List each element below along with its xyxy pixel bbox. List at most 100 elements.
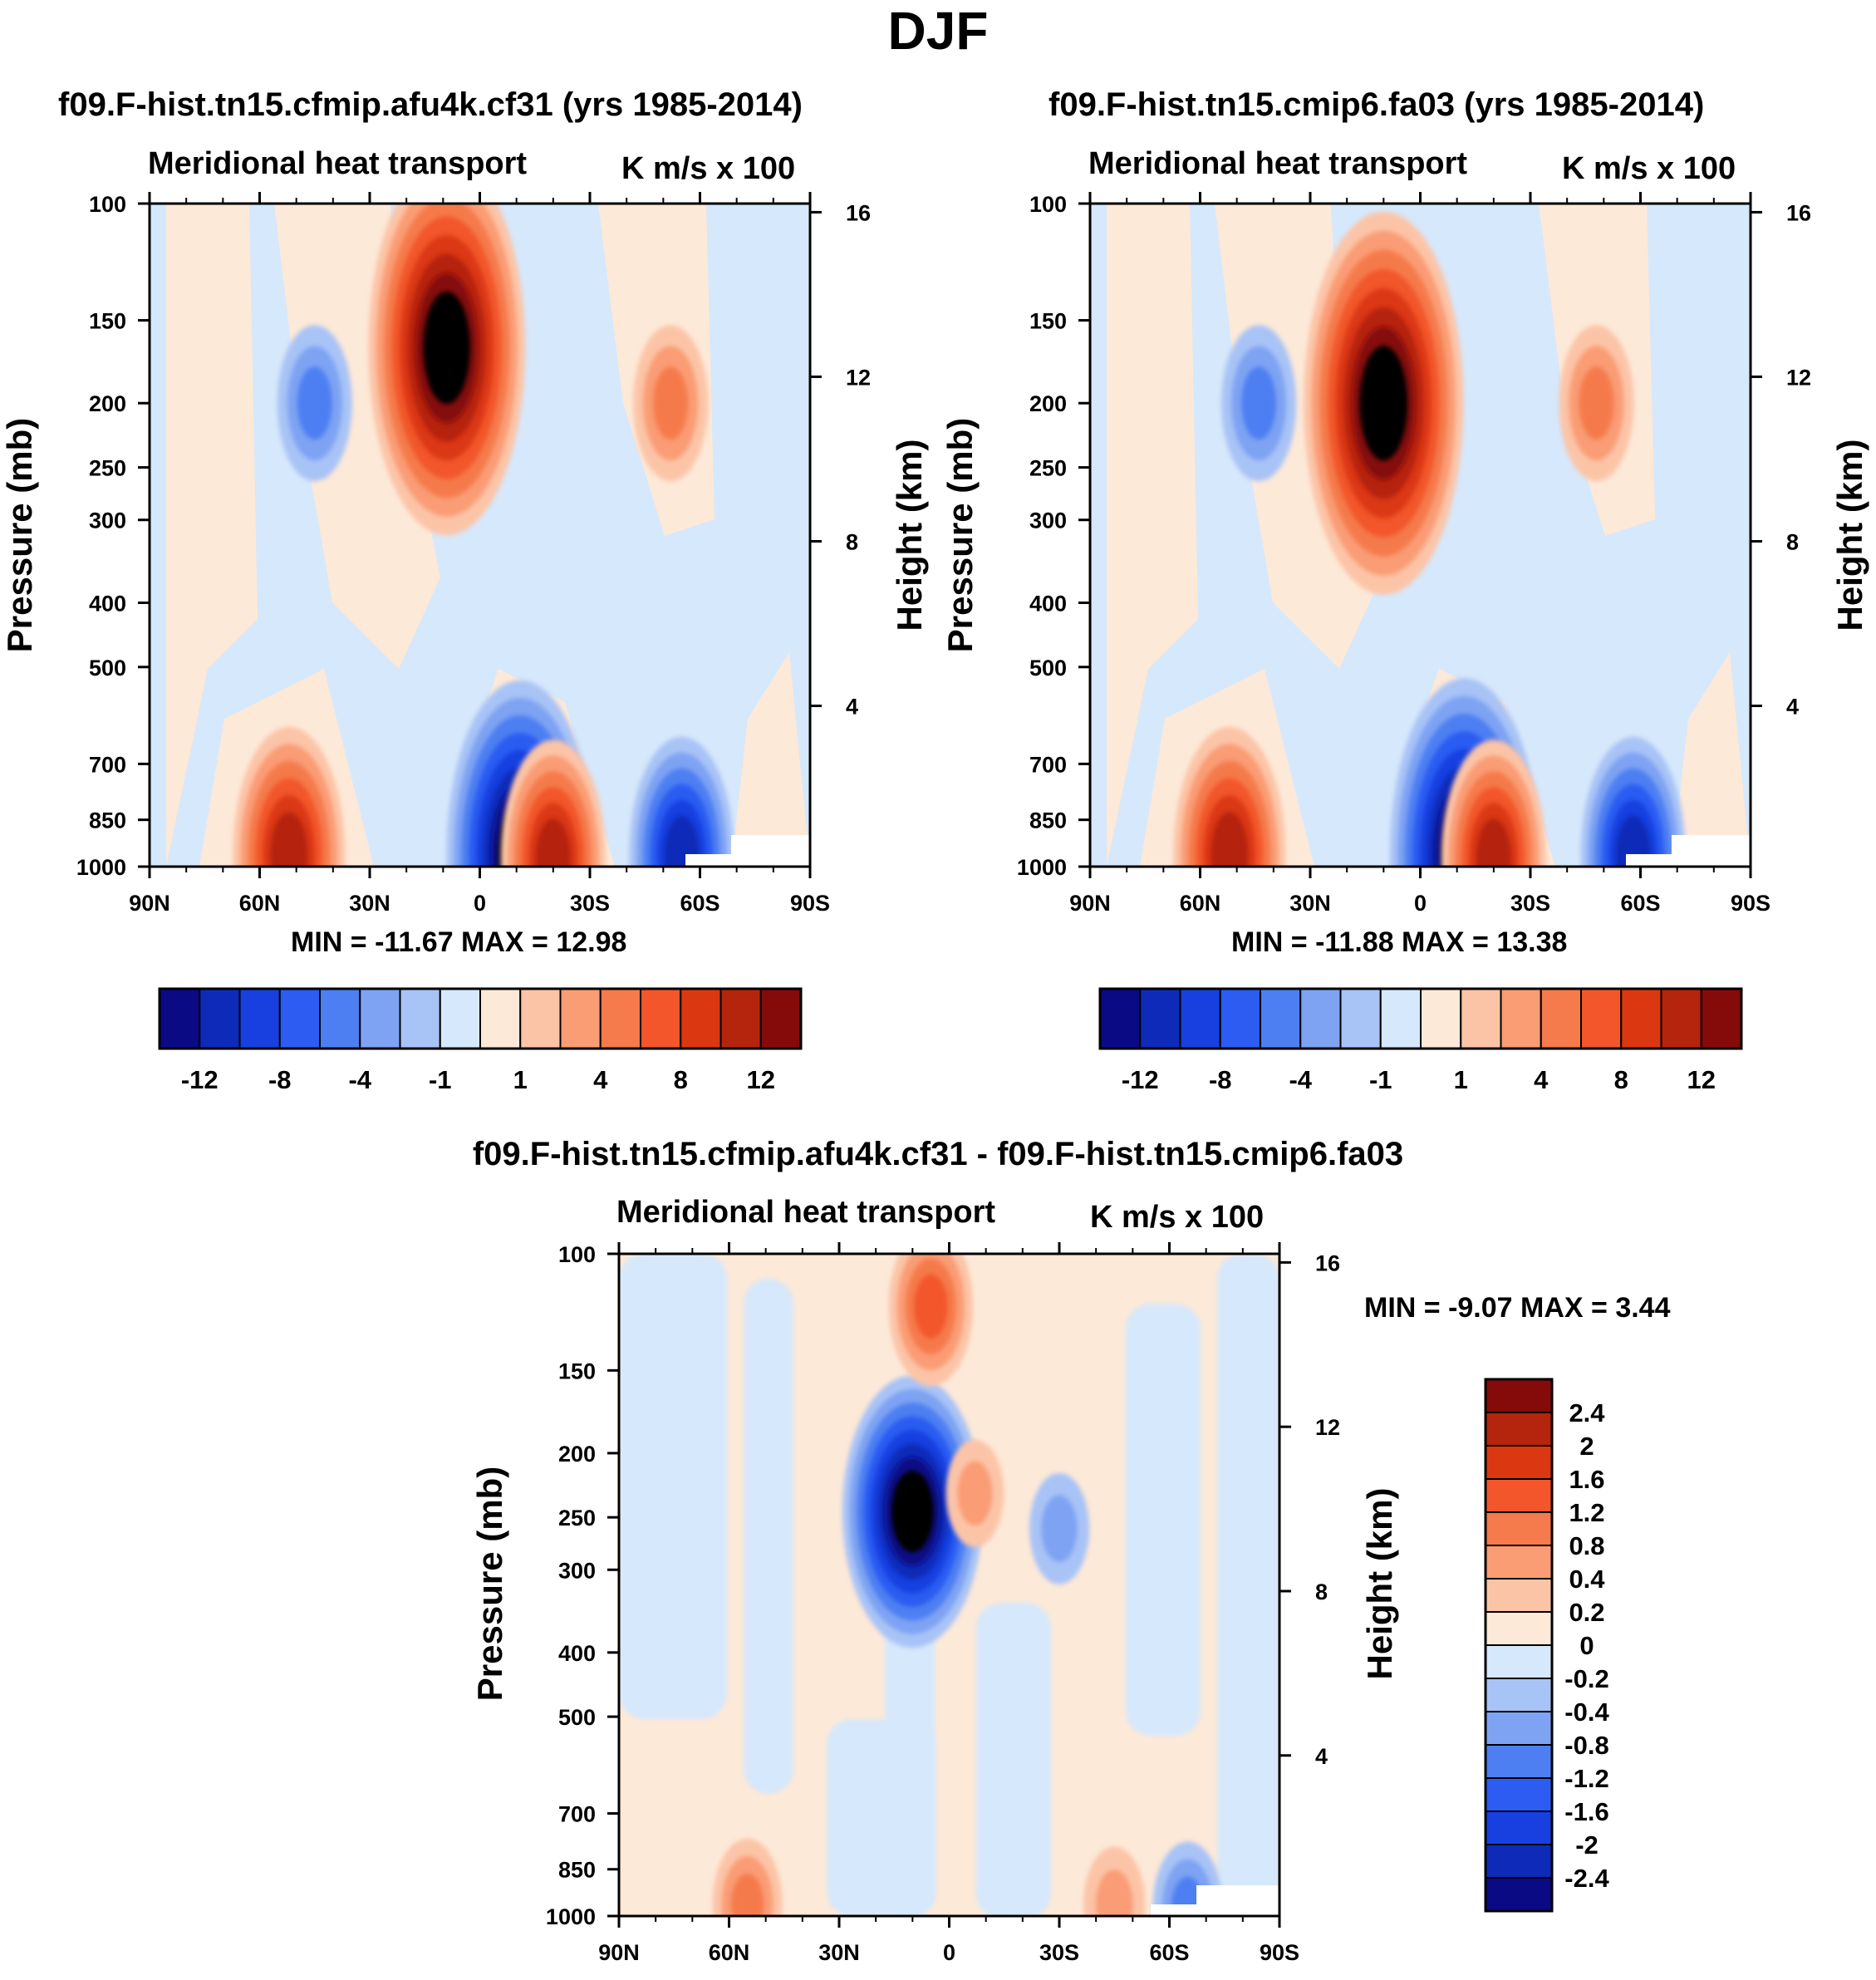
x-tick-label-0-6: 90S — [790, 891, 830, 916]
colorbar-diff-label-12: -1.6 — [1564, 1797, 1608, 1826]
y-tick-label-2-7: 700 — [558, 1802, 596, 1827]
colorbar-label-right-3: -1 — [1369, 1065, 1392, 1094]
colorbar-label-left-1: -8 — [268, 1065, 292, 1094]
y-tick-label-1-3: 250 — [1029, 456, 1067, 481]
field-missing-0 — [685, 835, 810, 867]
feature-1-5-level-2 — [1579, 366, 1614, 440]
colorbar-box-right-12 — [1580, 988, 1623, 1049]
colorbar-diff-box-6 — [1485, 1578, 1553, 1613]
feature-0-5-level-2 — [653, 366, 689, 440]
x-tick-label-1-4: 30S — [1510, 891, 1550, 916]
colorbar-label-left-5: 4 — [593, 1065, 608, 1094]
y-tick-label-0-8: 850 — [89, 808, 126, 833]
subtitle-left: Meridional heat transport — [148, 146, 528, 181]
field-panel-0 — [150, 204, 810, 867]
y-tick-label-0-5: 400 — [89, 591, 126, 616]
colorbar-label-left-4: 1 — [513, 1065, 528, 1094]
y-tick-label-1-4: 300 — [1029, 509, 1067, 533]
y2-tick-label-0-2: 8 — [846, 529, 858, 554]
colorbar-box-right-6 — [1339, 988, 1382, 1049]
colorbar-box-right-15 — [1700, 988, 1742, 1049]
y-tick-label-0-6: 500 — [89, 656, 126, 680]
y-tick-label-1-6: 500 — [1029, 656, 1067, 680]
feature-0-6-level-5 — [664, 815, 700, 867]
field-body-0 — [150, 204, 810, 867]
units-left: K m/s x 100 — [621, 151, 796, 186]
colorbar-frame-right — [1098, 987, 1743, 1050]
colorbar-box-right-9 — [1460, 988, 1502, 1049]
colorbar-box-right-10 — [1500, 988, 1542, 1049]
x-tick-label-1-6: 90S — [1731, 891, 1770, 916]
y2-tick-label-2-2: 8 — [1315, 1580, 1328, 1604]
colorbar-left: -12 -8 -4 -1 1 4 8 12 — [158, 987, 803, 1094]
y-tick-label-1-2: 200 — [1029, 391, 1067, 416]
colorbar-box-left-13 — [680, 988, 722, 1049]
colorbar-box-left-3 — [278, 988, 321, 1049]
axes-panel-0: 90N 60N 30N 0 30S 60S 90S 100 150 200 250 300 400 500… — [76, 192, 871, 916]
diff-feature-1-level-3 — [914, 1274, 948, 1339]
colorbar-label-right-7: 12 — [1687, 1065, 1716, 1094]
colorbar-box-left-12 — [640, 988, 682, 1049]
colorbar-label-right-1: -8 — [1209, 1065, 1232, 1094]
field-panel-1 — [1090, 204, 1751, 867]
y-tick-label-0-0: 100 — [89, 192, 126, 217]
colorbar-diff-label-3: 1.2 — [1569, 1498, 1604, 1527]
colorbar-box-left-2 — [238, 988, 281, 1049]
field-body-2 — [619, 1254, 1279, 1916]
colorbar-box-right-14 — [1660, 988, 1702, 1049]
x-tick-label-0-2: 30N — [349, 891, 390, 916]
diff-streak-1 — [744, 1279, 793, 1794]
y-tick-label-2-3: 250 — [558, 1506, 596, 1530]
colorbar-label-right-2: -4 — [1289, 1065, 1312, 1094]
colorbar-diff-box-0 — [1485, 1378, 1553, 1413]
diff-streak-0 — [619, 1254, 727, 1719]
y2-tick-label-0-0: 16 — [846, 200, 871, 225]
y2-tick-label-2-0: 16 — [1315, 1250, 1340, 1275]
y-tick-label-0-4: 300 — [89, 509, 126, 533]
y2-tick-label-0-1: 12 — [846, 365, 871, 390]
units-diff: K m/s x 100 — [1090, 1200, 1265, 1235]
colorbar-label-left-2: -4 — [348, 1065, 371, 1094]
colorbar-label-left-0: -12 — [181, 1065, 219, 1094]
colorbar-diff-label-1: 2 — [1579, 1432, 1594, 1461]
colorbar-diff-label-8: -0.2 — [1564, 1664, 1608, 1693]
minmax-right: MIN = -11.88 MAX = 13.38 — [1231, 926, 1568, 958]
colorbar-diff-box-10 — [1485, 1711, 1553, 1746]
colorbar-diff-box-9 — [1485, 1678, 1553, 1712]
feature-0-2-level-5 — [270, 812, 308, 867]
y-tick-label-2-5: 400 — [558, 1641, 596, 1666]
colorbar-diff-box-15 — [1485, 1877, 1553, 1912]
colorbar-diff-label-14: -2.4 — [1564, 1864, 1609, 1893]
y-tick-label-1-9: 1000 — [1017, 855, 1067, 880]
feature-0-3-level-5 — [535, 818, 571, 867]
diff-feature-5-level-1 — [1041, 1495, 1078, 1562]
diff-feature-4-level-1 — [957, 1461, 993, 1526]
x-tick-label-0-4: 30S — [570, 891, 610, 916]
colorbar-box-left-5 — [359, 988, 401, 1049]
x-tick-label-0-0: 90N — [129, 891, 170, 916]
y-tick-label-0-3: 250 — [89, 456, 126, 481]
axes-panel-2: 90N 60N 30N 0 30S 60S 90S 100 150 200 250 300 400 500… — [546, 1242, 1340, 1965]
colorbar-box-left-0 — [159, 988, 201, 1049]
minmax-left: MIN = -11.67 MAX = 12.98 — [291, 926, 627, 958]
colorbar-box-left-14 — [719, 988, 762, 1049]
colorbar-label-right-6: 8 — [1614, 1065, 1628, 1094]
y2-tick-label-0-3: 4 — [846, 695, 858, 720]
colorbar-label-left-6: 8 — [674, 1065, 688, 1094]
x-tick-label-1-2: 30N — [1289, 891, 1331, 916]
feature-1-2-level-5 — [1211, 812, 1249, 867]
x-tick-label-1-0: 90N — [1069, 891, 1111, 916]
y2-tick-label-1-2: 8 — [1786, 529, 1799, 554]
colorbar-box-right-4 — [1260, 988, 1302, 1049]
colorbar-diff-label-9: -0.4 — [1564, 1697, 1609, 1727]
colorbar-diff-box-14 — [1485, 1844, 1553, 1879]
colorbar-diff-label-13: -2 — [1575, 1830, 1599, 1860]
colorbar-box-right-2 — [1179, 988, 1221, 1049]
field-cream-nh-0 — [166, 204, 258, 867]
colorbar-diff-box-8 — [1485, 1644, 1553, 1679]
colorbar-diff-label-11: -1.2 — [1564, 1764, 1608, 1793]
diff-streak-4 — [1126, 1304, 1201, 1736]
y-tick-label-2-0: 100 — [558, 1242, 596, 1267]
y-tick-label-1-5: 400 — [1029, 591, 1067, 616]
panel-title-diff: f09.F-hist.tn15.cfmip.afu4k.cf31 - f09.F… — [472, 1136, 1404, 1172]
